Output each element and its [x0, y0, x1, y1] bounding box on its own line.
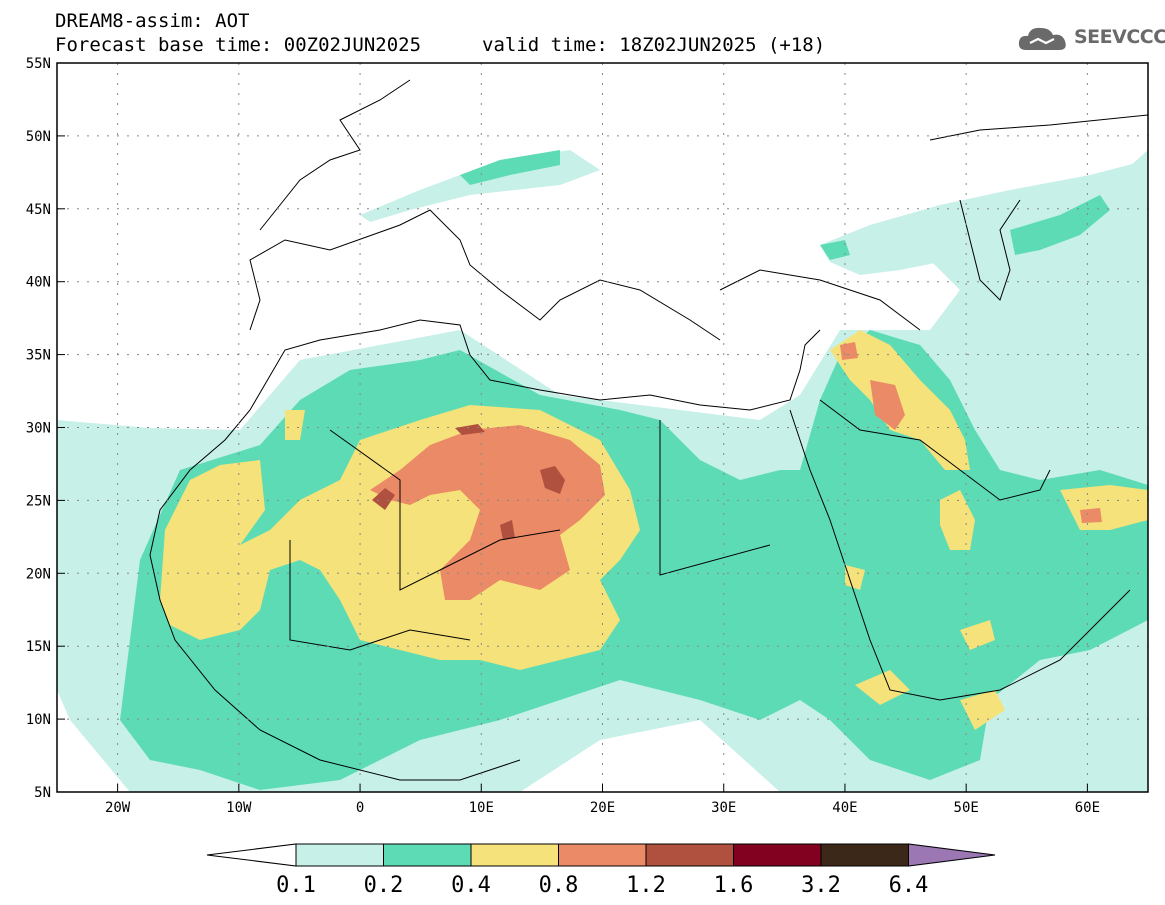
lat-tick-label: 40N [26, 275, 51, 291]
coastlines [149, 79, 1149, 781]
colorbar-swatch [383, 843, 472, 867]
aot-field [57, 63, 1148, 792]
colorbar-label: 0.4 [451, 873, 491, 898]
lat-tick-label: 15N [26, 639, 51, 655]
seevccc-logo: SEEVCCC [1016, 22, 1165, 56]
lon-tick-label: 10E [469, 800, 494, 816]
valid-time: valid time: 18Z02JUN2025 (+18) [482, 34, 826, 56]
lat-tick-label: 5N [34, 785, 51, 801]
lat-tick-label: 50N [26, 129, 51, 145]
forecast-base-time: Forecast base time: 00Z02JUN2025 [55, 34, 422, 56]
colorbar-arrow-high [908, 843, 996, 867]
cloud-icon [1018, 27, 1066, 50]
lon-tick-label: 10W [226, 800, 252, 816]
colorbar-swatch [558, 843, 647, 867]
colorbar-swatch [645, 843, 734, 867]
colorbar-label: 1.2 [626, 873, 666, 898]
colorbar-label: 0.2 [363, 873, 404, 898]
lat-tick-label: 20N [26, 566, 51, 582]
colorbar-swatch [470, 843, 559, 867]
lat-tick-label: 55N [26, 56, 51, 72]
colorbar-swatch [295, 843, 384, 867]
lat-tick-label: 25N [26, 493, 51, 509]
lat-tick-label: 30N [26, 421, 51, 437]
lon-tick-label: 40E [832, 800, 857, 816]
lon-tick-label: 20W [105, 800, 131, 816]
lon-tick-label: 50E [954, 800, 979, 816]
colorbar-swatch [820, 843, 909, 867]
colorbar-label: 0.1 [276, 873, 316, 898]
axis-ticks: 55N 50N 45N 40N 35N 30N 25N 20N 15N 10N 5N 20W 10W 0 1… [26, 56, 1100, 816]
aot-level-1.2 [372, 488, 395, 510]
lon-tick-label: 60E [1075, 800, 1100, 816]
colorbar-arrow-low [206, 843, 297, 867]
colorbar-label: 0.8 [538, 873, 579, 898]
colorbar-label: 1.6 [713, 873, 754, 898]
logo-text: SEEVCCC [1074, 26, 1165, 48]
map-title: DREAM8-assim: AOT [55, 10, 250, 32]
lat-tick-label: 10N [26, 712, 51, 728]
colorbar-swatch [733, 843, 822, 867]
lat-tick-label: 45N [26, 202, 51, 218]
colorbar-label: 6.4 [888, 873, 929, 898]
colorbar-label: 3.2 [801, 873, 841, 898]
lat-tick-label: 35N [26, 348, 51, 364]
lon-tick-label: 30E [711, 800, 736, 816]
colorbar [206, 843, 996, 867]
lon-tick-label: 20E [590, 800, 615, 816]
lon-tick-label: 0 [356, 800, 364, 816]
gridlines [57, 63, 1148, 792]
